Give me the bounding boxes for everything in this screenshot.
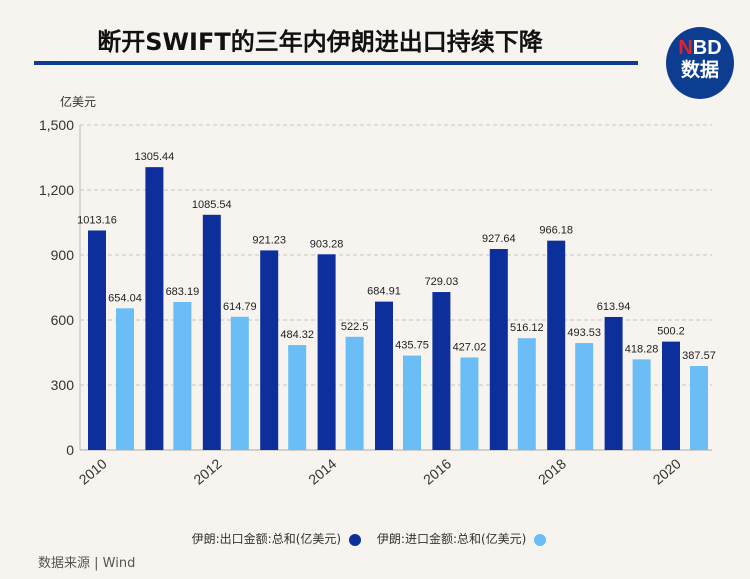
- y-tick-label: 900: [51, 247, 75, 263]
- data-label: 387.57: [682, 350, 716, 362]
- y-tick-label: 0: [66, 442, 74, 458]
- data-label: 684.91: [367, 286, 401, 298]
- data-label: 903.28: [310, 238, 344, 250]
- export-bar-2020: [662, 341, 680, 450]
- data-label: 729.03: [425, 276, 459, 288]
- import-bar-2012: [230, 316, 249, 450]
- data-label: 1085.54: [192, 199, 232, 211]
- y-tick-label: 300: [51, 377, 75, 393]
- legend-export-label: 伊朗:出口金额:总和(亿美元): [191, 532, 342, 546]
- title-divider: [34, 61, 638, 65]
- legend: 伊朗:出口金额:总和(亿美元) 伊朗:进口金额:总和(亿美元): [0, 530, 750, 547]
- y-tick-label: 600: [51, 312, 75, 328]
- export-bar-2010: [88, 230, 106, 450]
- y-tick-label: 1,200: [39, 182, 74, 198]
- export-bar-2012: [202, 214, 221, 450]
- import-bar-2019: [632, 359, 651, 450]
- export-bar-2013: [260, 250, 279, 450]
- legend-import-swatch: [534, 533, 547, 546]
- data-label: 654.04: [108, 292, 142, 304]
- export-bar-2014: [317, 254, 336, 450]
- data-label: 427.02: [453, 341, 487, 353]
- data-label: 683.19: [166, 286, 200, 298]
- x-tick-label: 2012: [190, 455, 224, 487]
- import-bar-2011: [173, 301, 192, 450]
- import-bar-2020: [690, 366, 708, 450]
- export-bar-2017: [489, 249, 508, 450]
- import-bar-2015: [403, 355, 421, 450]
- data-label: 493.53: [567, 327, 601, 339]
- data-label: 614.79: [223, 301, 257, 313]
- import-bar-2014: [345, 336, 364, 450]
- data-label: 966.18: [539, 225, 573, 237]
- y-tick-label: 1,500: [39, 117, 74, 133]
- import-bar-2010: [116, 308, 134, 450]
- data-label: 484.32: [280, 329, 314, 341]
- import-bar-2018: [575, 343, 594, 450]
- x-tick-label: 2020: [650, 455, 684, 487]
- import-bar-2017: [517, 338, 536, 450]
- data-label: 516.12: [510, 322, 544, 334]
- data-label: 522.5: [341, 321, 369, 333]
- x-tick-label: 2010: [76, 455, 110, 487]
- x-tick-label: 2014: [305, 455, 339, 487]
- x-tick-label: 2018: [535, 455, 569, 487]
- legend-export-swatch: [349, 533, 362, 546]
- data-label: 435.75: [395, 340, 429, 352]
- data-label: 921.23: [252, 234, 286, 246]
- data-source: 数据来源 | Wind: [38, 556, 136, 571]
- export-bar-2011: [145, 167, 164, 450]
- export-bar-2015: [375, 301, 393, 450]
- import-bar-2013: [288, 345, 307, 450]
- x-tick-label: 2016: [420, 455, 454, 487]
- import-bar-2016: [460, 357, 479, 450]
- y-axis-unit: 亿美元: [60, 95, 97, 109]
- data-label: 1013.16: [77, 214, 117, 226]
- data-label: 927.64: [482, 233, 516, 245]
- data-label: 500.2: [657, 326, 685, 338]
- data-label: 613.94: [597, 301, 631, 313]
- chart-title: 断开SWIFT的三年内伊朗进出口持续下降: [97, 28, 543, 56]
- export-bar-2016: [432, 292, 451, 450]
- legend-import-label: 伊朗:进口金额:总和(亿美元): [376, 532, 527, 546]
- export-bar-2018: [547, 240, 566, 450]
- data-label: 418.28: [625, 343, 659, 355]
- export-bar-2019: [604, 316, 623, 450]
- nbd-logo: NBD 数据: [666, 27, 734, 99]
- data-label: 1305.44: [135, 151, 175, 163]
